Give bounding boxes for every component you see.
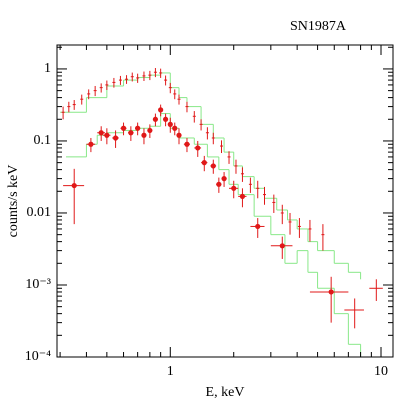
data-point [112,135,119,141]
data-point [135,125,141,131]
data-point [71,182,77,189]
data-point [328,289,334,295]
data-point [104,132,110,138]
data-point [120,125,127,131]
data-point [231,185,237,191]
x-axis-label: E, keV [206,385,245,400]
data-point [216,181,222,187]
plot-area [60,68,383,357]
y-tick-label: 1 [44,61,51,76]
data-point [147,127,153,134]
data-point [239,193,246,199]
data-point [279,243,285,249]
data-point [98,130,104,136]
data-point [152,116,159,122]
data-point [158,107,164,113]
data-point [141,132,147,138]
data-point [162,116,169,122]
y-tick-label: 10⁻⁴ [25,349,51,364]
y-axis-label: counts/s keV [6,165,21,238]
chart-title: SN1987A [290,19,347,34]
axes-frame [56,44,394,358]
y-tick-label: 0.1 [34,133,52,148]
data-point [221,176,227,182]
data-point [128,130,134,136]
x-tick-label: 10 [374,364,388,379]
x-tick-label: 1 [167,364,174,379]
data-point [201,160,207,166]
data-point [167,121,173,127]
data-point [88,141,94,147]
data-point [172,125,178,131]
data-point [184,141,190,147]
data-point [176,132,182,138]
y-tick-label: 10⁻³ [25,277,51,292]
data-point [195,145,201,151]
data-point [210,163,216,169]
data-point [255,223,261,230]
y-tick-label: 0.01 [27,205,52,220]
